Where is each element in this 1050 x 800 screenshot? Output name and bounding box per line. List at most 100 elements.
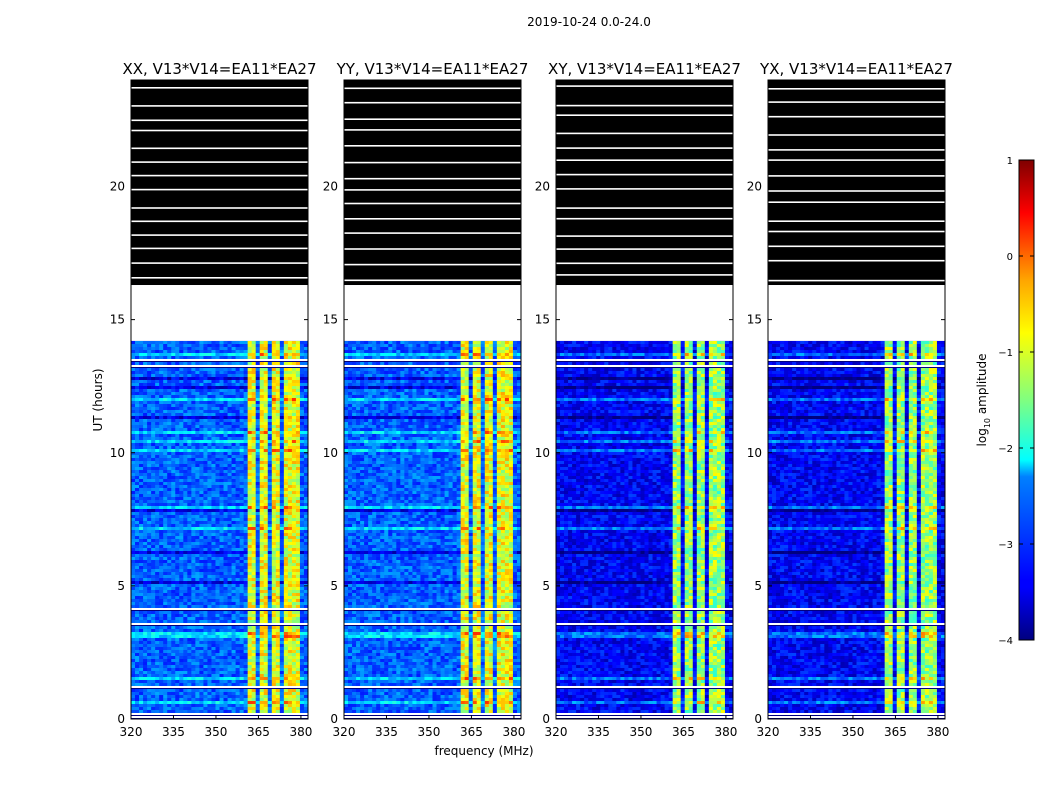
spectrum-cell bbox=[296, 410, 300, 413]
spectrum-cell bbox=[135, 371, 139, 374]
spectrum-cell bbox=[207, 467, 211, 470]
spectrum-cell bbox=[280, 632, 284, 635]
spectrum-cell bbox=[224, 569, 228, 572]
spectrum-cell bbox=[228, 398, 232, 401]
spectrum-cell bbox=[187, 689, 191, 692]
spectrum-cell bbox=[147, 551, 151, 554]
spectrum-cell bbox=[224, 602, 228, 605]
spectrum-cell bbox=[147, 494, 151, 497]
spectrum-cell bbox=[224, 473, 228, 476]
spectrum-cell bbox=[163, 524, 167, 527]
spectrum-cell bbox=[300, 362, 304, 365]
spectrum-cell bbox=[240, 485, 244, 488]
spectrum-cell bbox=[288, 668, 292, 671]
spectrum-cell bbox=[292, 572, 296, 575]
spectrum-cell bbox=[195, 695, 199, 698]
spectrum-cell bbox=[175, 404, 179, 407]
spectrum-cell bbox=[220, 530, 224, 533]
spectrum-cell bbox=[211, 668, 215, 671]
spectrum-cell bbox=[288, 545, 292, 548]
spectrum-cell bbox=[284, 404, 288, 407]
spectrum-cell bbox=[276, 449, 280, 452]
spectrum-cell bbox=[151, 656, 155, 659]
spectrum-cell bbox=[163, 488, 167, 491]
spectrum-cell bbox=[171, 650, 175, 653]
spectrum-cell bbox=[207, 548, 211, 551]
spectrum-cell bbox=[211, 485, 215, 488]
spectrum-cell bbox=[163, 674, 167, 677]
spectrum-cell bbox=[284, 479, 288, 482]
spectrum-cell bbox=[276, 371, 280, 374]
spectrum-cell bbox=[151, 518, 155, 521]
spectrum-cell bbox=[143, 647, 147, 650]
spectrum-cell bbox=[296, 560, 300, 563]
spectrum-cell bbox=[228, 680, 232, 683]
spectrum-cell bbox=[199, 704, 203, 707]
spectrum-cell bbox=[143, 530, 147, 533]
spectrum-cell bbox=[199, 695, 203, 698]
spectrum-cell bbox=[215, 584, 219, 587]
spectrum-cell bbox=[292, 614, 296, 617]
spectrum-cell bbox=[195, 407, 199, 410]
spectrum-cell bbox=[252, 386, 256, 389]
spectrum-cell bbox=[264, 650, 268, 653]
spectrum-cell bbox=[195, 653, 199, 656]
spectrum-cell bbox=[151, 551, 155, 554]
spectrum-cell bbox=[296, 701, 300, 704]
spectrum-cell bbox=[264, 620, 268, 623]
spectrum-cell bbox=[276, 461, 280, 464]
spectrum-cell bbox=[244, 701, 248, 704]
spectrum-cell bbox=[224, 401, 228, 404]
spectrum-cell bbox=[143, 629, 147, 632]
spectrum-cell bbox=[159, 590, 163, 593]
spectrum-cell bbox=[199, 638, 203, 641]
spectrum-cell bbox=[171, 410, 175, 413]
spectrum-cell bbox=[232, 629, 236, 632]
spectrum-cell bbox=[131, 386, 135, 389]
spectrum-cell bbox=[131, 638, 135, 641]
spectrum-cell bbox=[220, 398, 224, 401]
spectrum-cell bbox=[167, 377, 171, 380]
spectrum-cell bbox=[240, 449, 244, 452]
spectrum-cell bbox=[268, 482, 272, 485]
spectrum-cell bbox=[151, 629, 155, 632]
spectrum-cell bbox=[240, 530, 244, 533]
spectrum-cell bbox=[195, 611, 199, 614]
spectrum-cell bbox=[131, 461, 135, 464]
spectrum-cell bbox=[147, 602, 151, 605]
spectrum-cell bbox=[191, 377, 195, 380]
spectrum-cell bbox=[268, 602, 272, 605]
spectrum-cell bbox=[163, 482, 167, 485]
spectrum-cell bbox=[159, 560, 163, 563]
spectrum-cell bbox=[272, 596, 276, 599]
spectrum-cell bbox=[280, 362, 284, 365]
spectrum-cell bbox=[260, 542, 264, 545]
spectrum-cell bbox=[179, 467, 183, 470]
spectrum-cell bbox=[264, 554, 268, 557]
spectrum-cell bbox=[175, 563, 179, 566]
spectrum-cell bbox=[268, 452, 272, 455]
spectrum-cell bbox=[203, 545, 207, 548]
spectrum-cell bbox=[296, 695, 300, 698]
spectrum-cell bbox=[284, 584, 288, 587]
spectrum-cell bbox=[207, 563, 211, 566]
spectrum-cell bbox=[244, 590, 248, 593]
spectrum-cell bbox=[256, 392, 260, 395]
spectrum-cell bbox=[292, 407, 296, 410]
spectrum-cell bbox=[179, 428, 183, 431]
spectrum-cell bbox=[296, 371, 300, 374]
spectrum-cell bbox=[147, 440, 151, 443]
spectrum-cell bbox=[272, 515, 276, 518]
spectrum-cell bbox=[183, 497, 187, 500]
spectrum-cell bbox=[131, 632, 135, 635]
spectrum-cell bbox=[163, 464, 167, 467]
spectrum-cell bbox=[224, 512, 228, 515]
spectrum-cell bbox=[199, 602, 203, 605]
spectrum-cell bbox=[207, 443, 211, 446]
spectrum-cell bbox=[143, 560, 147, 563]
spectrum-cell bbox=[284, 677, 288, 680]
spectrum-cell bbox=[147, 434, 151, 437]
spectrum-cell bbox=[240, 368, 244, 371]
spectrum-cell bbox=[300, 557, 304, 560]
spectrum-cell bbox=[228, 629, 232, 632]
